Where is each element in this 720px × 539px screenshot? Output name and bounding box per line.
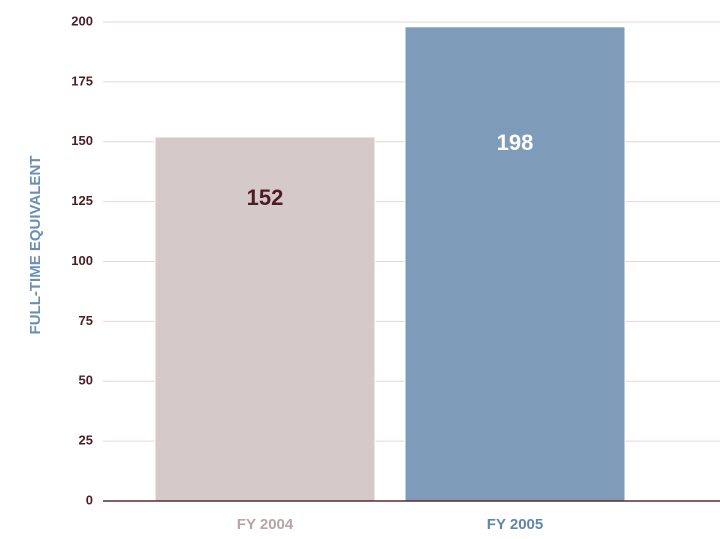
y-tick-label: 200 [71, 13, 93, 28]
y-tick-label: 150 [71, 133, 93, 148]
y-tick-label: 0 [86, 492, 93, 507]
y-tick-label: 50 [79, 373, 93, 388]
y-axis-label: FULL-TIME EQUIVALENT [27, 156, 44, 335]
y-tick-label: 175 [71, 73, 93, 88]
x-tick-label: FY 2005 [487, 516, 543, 533]
value-label: 198 [497, 130, 534, 155]
bar [404, 26, 626, 502]
y-tick-label: 25 [79, 433, 93, 448]
y-tick-label: 75 [79, 313, 93, 328]
y-tick-label: 125 [71, 193, 93, 208]
bar [154, 136, 376, 502]
value-label: 152 [247, 185, 284, 210]
x-tick-label: FY 2004 [237, 516, 294, 533]
y-tick-label: 100 [71, 253, 93, 268]
